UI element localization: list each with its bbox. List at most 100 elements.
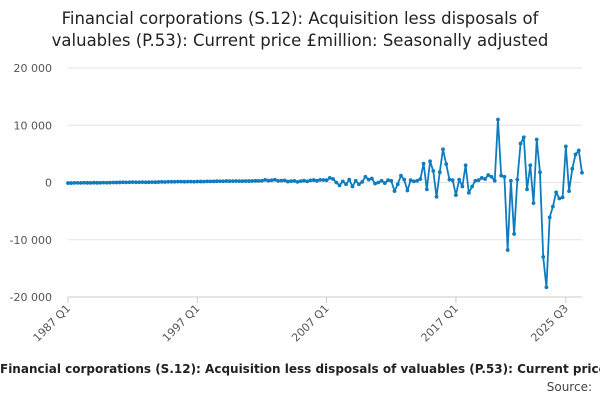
data-point[interactable] xyxy=(563,144,568,149)
data-point[interactable] xyxy=(72,180,77,185)
data-point[interactable] xyxy=(104,180,109,185)
data-point[interactable] xyxy=(172,179,177,184)
data-point[interactable] xyxy=(415,178,420,183)
data-point[interactable] xyxy=(486,173,491,177)
data-point[interactable] xyxy=(221,179,226,184)
data-point[interactable] xyxy=(473,178,478,183)
data-point[interactable] xyxy=(444,162,449,167)
data-point[interactable] xyxy=(518,141,523,146)
data-point[interactable] xyxy=(263,177,268,182)
data-point[interactable] xyxy=(502,174,507,179)
data-point[interactable] xyxy=(140,180,145,185)
data-point[interactable] xyxy=(508,178,513,183)
data-point[interactable] xyxy=(560,195,565,200)
data-point[interactable] xyxy=(402,177,407,182)
data-point[interactable] xyxy=(230,179,235,184)
data-point[interactable] xyxy=(179,179,184,184)
data-point[interactable] xyxy=(554,190,559,195)
data-point[interactable] xyxy=(285,179,290,184)
data-point[interactable] xyxy=(192,179,196,184)
data-point[interactable] xyxy=(150,180,154,185)
data-point[interactable] xyxy=(308,178,313,183)
data-point[interactable] xyxy=(121,180,125,185)
data-point[interactable] xyxy=(337,183,342,188)
data-point[interactable] xyxy=(305,179,310,184)
data-point[interactable] xyxy=(214,179,219,184)
data-point[interactable] xyxy=(515,177,520,182)
data-point[interactable] xyxy=(344,182,348,187)
data-point[interactable] xyxy=(360,180,365,184)
data-point[interactable] xyxy=(457,177,462,182)
data-point[interactable] xyxy=(256,178,261,183)
data-point[interactable] xyxy=(318,178,323,182)
data-point[interactable] xyxy=(531,201,536,206)
data-point[interactable] xyxy=(347,177,352,182)
data-point[interactable] xyxy=(127,180,132,185)
data-point[interactable] xyxy=(492,178,497,183)
data-point[interactable] xyxy=(295,179,300,184)
data-point[interactable] xyxy=(98,180,103,185)
data-point[interactable] xyxy=(483,177,487,181)
data-point[interactable] xyxy=(185,179,190,184)
data-point[interactable] xyxy=(431,169,436,173)
data-point[interactable] xyxy=(353,178,358,183)
data-point[interactable] xyxy=(250,179,255,183)
data-point[interactable] xyxy=(153,180,158,185)
data-point[interactable] xyxy=(369,176,374,181)
data-point[interactable] xyxy=(525,187,529,192)
data-point[interactable] xyxy=(321,178,326,182)
data-point[interactable] xyxy=(528,163,533,168)
data-point[interactable] xyxy=(75,180,80,185)
data-point[interactable] xyxy=(428,159,432,164)
data-point[interactable] xyxy=(538,170,542,175)
data-point[interactable] xyxy=(441,147,445,152)
data-point[interactable] xyxy=(363,174,368,179)
data-point[interactable] xyxy=(357,182,361,187)
data-point[interactable] xyxy=(434,194,439,199)
data-point[interactable] xyxy=(69,181,74,185)
data-point[interactable] xyxy=(580,170,584,175)
data-point[interactable] xyxy=(479,176,484,180)
data-point[interactable] xyxy=(198,179,203,184)
data-point[interactable] xyxy=(95,180,99,185)
data-point[interactable] xyxy=(195,179,200,184)
data-point[interactable] xyxy=(130,180,135,185)
data-point[interactable] xyxy=(521,135,526,140)
data-point[interactable] xyxy=(395,182,400,187)
data-point[interactable] xyxy=(111,180,116,185)
data-point[interactable] xyxy=(91,180,96,185)
data-point[interactable] xyxy=(66,181,70,185)
data-point[interactable] xyxy=(176,179,180,184)
data-point[interactable] xyxy=(424,187,429,192)
data-point[interactable] xyxy=(408,178,413,183)
data-point[interactable] xyxy=(463,163,468,168)
data-point[interactable] xyxy=(266,178,271,183)
data-point[interactable] xyxy=(276,178,281,183)
data-point[interactable] xyxy=(218,179,222,184)
data-point[interactable] xyxy=(551,204,555,209)
data-point[interactable] xyxy=(234,179,239,183)
data-point[interactable] xyxy=(573,152,578,157)
data-point[interactable] xyxy=(421,161,426,166)
data-point[interactable] xyxy=(166,179,171,184)
data-point[interactable] xyxy=(108,180,112,185)
data-point[interactable] xyxy=(466,190,471,195)
data-point[interactable] xyxy=(298,179,303,183)
data-point[interactable] xyxy=(101,180,106,185)
data-point[interactable] xyxy=(137,180,142,185)
data-point[interactable] xyxy=(366,177,371,182)
data-point[interactable] xyxy=(544,285,549,290)
data-point[interactable] xyxy=(489,174,494,179)
data-point[interactable] xyxy=(389,178,394,183)
data-point[interactable] xyxy=(260,178,264,183)
data-point[interactable] xyxy=(567,189,571,193)
data-point[interactable] xyxy=(418,177,423,181)
data-point[interactable] xyxy=(376,180,381,185)
data-point[interactable] xyxy=(133,180,138,185)
data-point[interactable] xyxy=(373,181,378,186)
data-point[interactable] xyxy=(412,179,416,184)
data-point[interactable] xyxy=(224,179,229,183)
data-point[interactable] xyxy=(450,178,455,183)
data-point[interactable] xyxy=(156,180,161,184)
data-point[interactable] xyxy=(470,184,474,189)
